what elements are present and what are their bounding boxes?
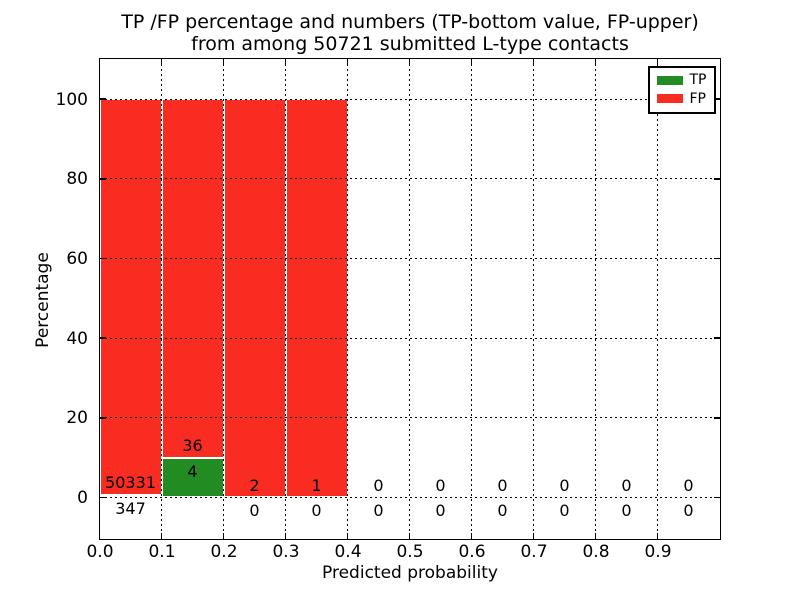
- x-axis-tick: [470, 58, 473, 65]
- y-axis-tick: [713, 417, 720, 419]
- fp-color-swatch: [656, 94, 683, 104]
- gridline-v: [533, 58, 534, 539]
- y-tick-label: 40: [66, 328, 88, 349]
- x-axis-tick: [656, 58, 659, 65]
- tp-count-label: 347: [115, 498, 146, 518]
- fp-count-label: 50331: [105, 472, 156, 492]
- fp-count-label: 0: [497, 475, 508, 495]
- fp-count-label: 2: [249, 475, 260, 495]
- tp-count-label: 0: [435, 501, 446, 521]
- x-tick-label: 0.6: [458, 542, 486, 562]
- chart-title: TP /FP percentage and numbers (TP-bottom…: [100, 11, 720, 55]
- y-tick-label: 60: [66, 248, 88, 269]
- gridline-v: [409, 58, 410, 539]
- x-axis-tick: [470, 532, 473, 539]
- y-axis-tick: [99, 417, 106, 419]
- x-axis-tick: [160, 532, 163, 539]
- tp-count-label: 0: [683, 501, 694, 521]
- x-tick-label: 0.7: [520, 542, 548, 562]
- y-axis-tick: [713, 337, 720, 339]
- x-tick-label: 0.9: [644, 542, 672, 562]
- x-tick-label: 0.1: [148, 542, 176, 562]
- x-tick-label: 0.3: [272, 542, 300, 562]
- y-axis-tick: [99, 98, 106, 100]
- x-axis-tick: [222, 58, 225, 65]
- fp-count-label: 36: [182, 435, 203, 455]
- x-axis-tick: [532, 532, 535, 539]
- tp-count-label: 4: [187, 461, 198, 481]
- tp-count-label: 0: [497, 501, 508, 521]
- legend-item-tp: TP: [650, 72, 714, 88]
- x-axis-tick: [284, 58, 287, 65]
- y-axis-tick: [713, 98, 720, 100]
- y-axis-tick: [99, 178, 106, 180]
- fp-count-label: 0: [621, 475, 632, 495]
- x-tick-label: 0.5: [396, 542, 424, 562]
- fp-count-label: 1: [311, 475, 322, 495]
- plot-area: TP FP 50331 347 36 4 2 0 1 0 0 0 0 0 0 0 0 0 0 0 0 0: [98, 57, 721, 540]
- x-tick-label: 0.4: [334, 542, 362, 562]
- tp-count-label: 0: [559, 501, 570, 521]
- fp-count-label: 0: [373, 475, 384, 495]
- x-axis-tick: [408, 532, 411, 539]
- chart-title-line1: TP /FP percentage and numbers (TP-bottom…: [121, 11, 699, 33]
- fp-bar: [161, 99, 224, 458]
- y-axis-tick: [713, 496, 720, 499]
- gridline-v: [595, 58, 596, 539]
- x-axis-tick: [594, 58, 597, 65]
- x-axis-tick: [98, 58, 101, 65]
- y-tick-label: 100: [55, 89, 88, 110]
- x-axis-tick: [222, 532, 225, 539]
- legend-label-tp: TP: [689, 72, 707, 89]
- y-axis-tick: [713, 257, 720, 260]
- y-axis-tick: [713, 178, 720, 180]
- x-axis-tick: [346, 58, 349, 65]
- chart-title-line2: from among 50721 submitted L-type contac…: [191, 33, 629, 55]
- x-axis-tick: [346, 532, 349, 539]
- x-axis-tick: [532, 58, 535, 65]
- x-axis-tick: [284, 532, 287, 539]
- gridline-v: [347, 58, 348, 539]
- y-tick-label: 0: [77, 487, 88, 508]
- gridline-v: [223, 58, 224, 539]
- y-tick-label: 80: [66, 169, 88, 190]
- x-tick-label: 0.0: [86, 542, 114, 562]
- x-axis-tick: [160, 58, 163, 65]
- x-axis-label: Predicted probability: [322, 563, 498, 583]
- fp-bar: [99, 99, 162, 495]
- tp-count-label: 0: [373, 501, 384, 521]
- y-axis-label: Percentage: [33, 252, 53, 348]
- y-axis-tick: [99, 337, 106, 339]
- fp-count-label: 0: [559, 475, 570, 495]
- y-tick-label: 20: [66, 408, 88, 429]
- legend: TP FP: [647, 65, 716, 114]
- x-axis-tick: [408, 58, 411, 65]
- fp-bar: [285, 99, 348, 498]
- fp-count-label: 0: [435, 475, 446, 495]
- tp-count-label: 0: [311, 501, 322, 521]
- gridline-v: [161, 58, 162, 539]
- legend-item-fp: FP: [650, 91, 714, 107]
- y-axis-tick: [99, 496, 106, 499]
- tp-bar: [161, 457, 224, 498]
- tp-color-swatch: [656, 75, 683, 85]
- x-axis-tick: [656, 532, 659, 539]
- x-tick-label: 0.8: [582, 542, 610, 562]
- tp-count-label: 0: [621, 501, 632, 521]
- gridline-v: [471, 58, 472, 539]
- legend-label-fp: FP: [689, 90, 707, 107]
- gridline-v: [657, 58, 658, 539]
- y-axis-tick: [99, 257, 106, 260]
- x-axis-tick: [98, 532, 101, 539]
- x-axis-tick: [594, 532, 597, 539]
- gridline-v: [285, 58, 286, 539]
- x-tick-label: 0.2: [210, 542, 238, 562]
- fp-count-label: 0: [683, 475, 694, 495]
- tp-count-label: 0: [249, 501, 260, 521]
